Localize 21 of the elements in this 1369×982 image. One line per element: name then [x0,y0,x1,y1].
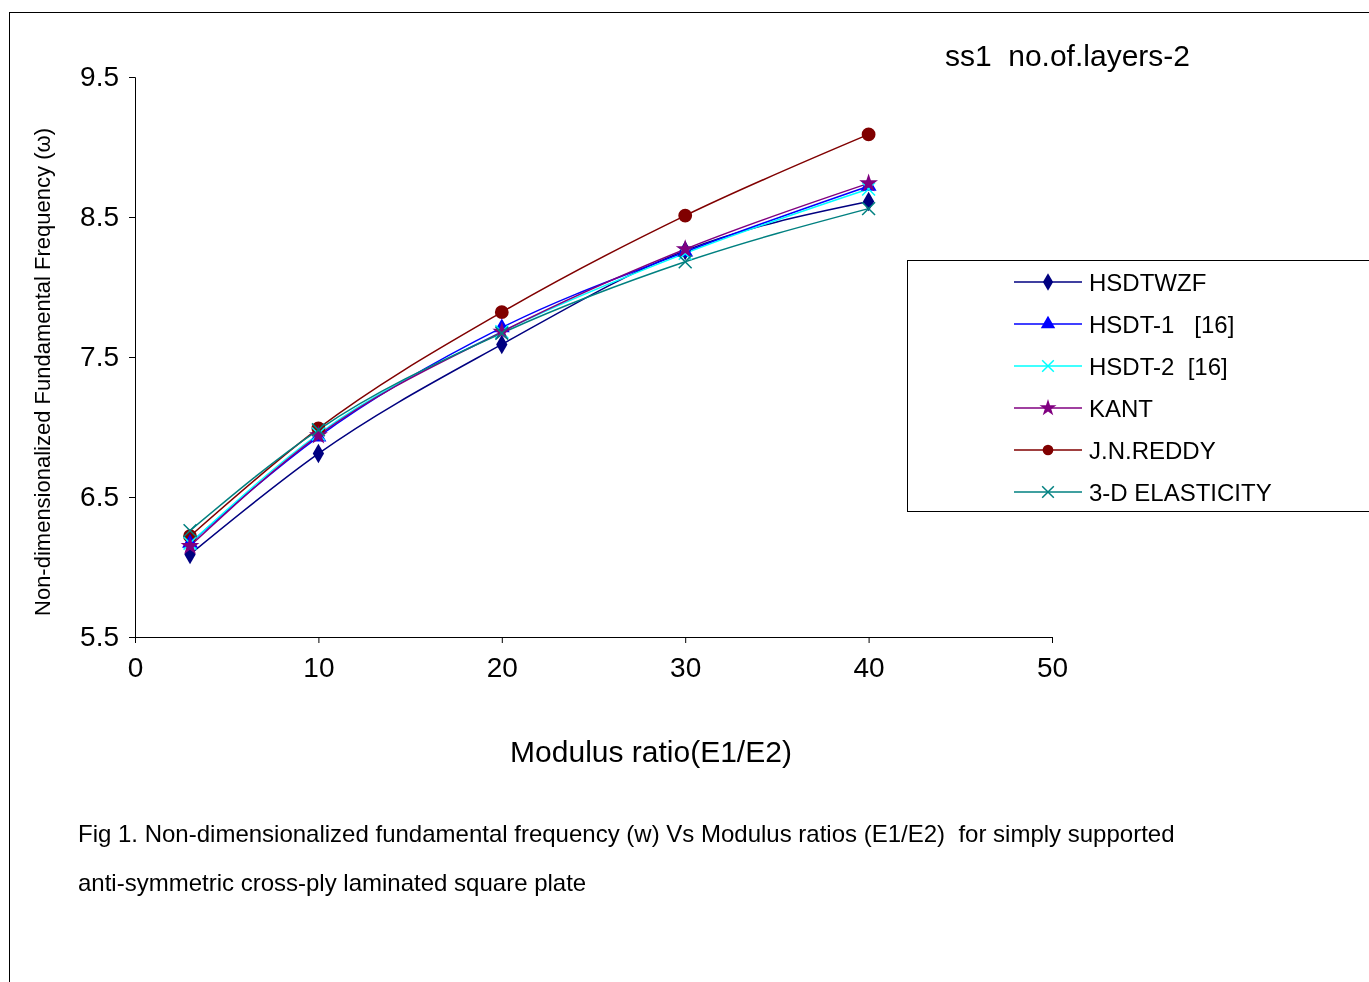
legend-label: J.N.REDDY [1089,437,1216,464]
x-tick-label: 10 [303,651,335,683]
x-axis-title: Modulus ratio(E1/E2) [510,735,792,768]
legend-label: HSDTWZF [1089,269,1207,296]
x-tick-label: 40 [853,651,885,683]
y-tick-label: 8.5 [80,201,119,233]
legend-label: 3-D ELASTICITY [1089,479,1272,506]
caption: Fig 1. Non-dimensionalized fundamental frequency (w) Vs Modulus ratios (E1/E2) for simply supported anti-symmetric cross-ply laminated square plate [78,820,1175,896]
chart-title: ss1 no.of.layers-2 [944,39,1190,72]
x-tick-label: 50 [1036,651,1069,683]
y-tick-label: 7.5 [80,341,119,373]
x-tick-label: 0 [127,651,144,683]
y-tick-label: 9.5 [80,61,119,93]
y-tick-label: 6.5 [80,481,119,513]
legend-label: HSDT-2 [16] [1089,353,1228,380]
x-tick-label: 30 [670,651,702,683]
legend-label: HSDT-1 [16] [1089,311,1235,338]
y-tick-label: 5.5 [80,621,119,653]
y-axis-title: Non-dimensionalized Fundamental Frequency (ω) [30,128,55,616]
legend-label: KANT [1089,395,1154,422]
x-tick-label: 20 [486,651,518,683]
